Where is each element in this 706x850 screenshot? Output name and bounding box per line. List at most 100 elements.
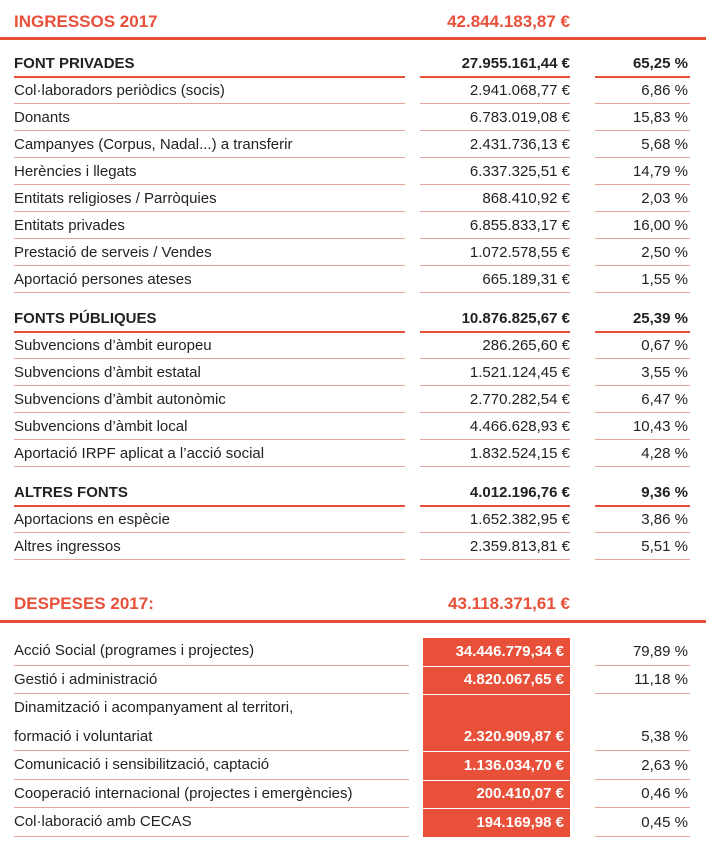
header-rule	[0, 37, 706, 40]
rule	[420, 385, 570, 386]
rule	[14, 238, 405, 239]
rule	[14, 505, 405, 507]
rule	[14, 532, 405, 533]
row-label: Col·laboració amb CECAS	[14, 813, 192, 830]
section-total: 42.844.183,87 €	[447, 12, 570, 31]
rule	[420, 412, 570, 413]
row-percent: 4,28 %	[641, 445, 688, 462]
amount-box	[423, 638, 570, 666]
row-amount: 2.359.813,81 €	[469, 538, 570, 555]
rule	[595, 505, 690, 507]
rule	[14, 358, 405, 359]
row-amount: 200.410,07 €	[476, 785, 564, 802]
rule	[420, 292, 570, 293]
rule	[595, 835, 690, 837]
row-amount: 1.072.578,55 €	[469, 244, 570, 261]
row-percent: 3,86 %	[641, 511, 688, 528]
row-label: Entitats privades	[14, 217, 125, 234]
row-percent: 6,86 %	[641, 82, 688, 99]
rule	[420, 358, 570, 359]
rule	[420, 103, 570, 104]
row-amount: 2.770.282,54 €	[469, 391, 570, 408]
rule	[595, 184, 690, 185]
row-label: Col·laboradors periòdics (socis)	[14, 82, 225, 99]
rule	[595, 807, 690, 808]
rule	[595, 439, 690, 440]
rule	[14, 439, 405, 440]
rule	[595, 412, 690, 413]
row-amount: 2.320.909,87 €	[463, 728, 564, 745]
row-amount: 1.521.124,45 €	[469, 364, 570, 381]
rule	[14, 466, 405, 467]
row-amount: 665.189,31 €	[482, 271, 570, 288]
row-percent: 3,55 %	[641, 364, 688, 381]
group-percent: 9,36 %	[641, 484, 688, 501]
header-rule	[0, 620, 706, 623]
amount-box	[423, 666, 570, 694]
rule	[14, 184, 405, 185]
row-amount: 2.431.736,13 €	[469, 136, 570, 153]
rule	[14, 103, 405, 104]
row-amount: 6.783.019,08 €	[469, 109, 570, 126]
rule	[14, 130, 405, 131]
row-label: Aportació IRPF aplicat a l’acció social	[14, 445, 265, 462]
rule	[595, 211, 690, 212]
row-label: Subvencions d’àmbit europeu	[14, 337, 212, 354]
rule	[595, 693, 690, 694]
rule	[14, 778, 409, 780]
row-amount: 6.337.325,51 €	[469, 163, 570, 180]
rule	[14, 807, 409, 808]
rule	[595, 265, 690, 266]
amount-box	[423, 752, 570, 780]
row-label: formació i voluntariat	[14, 727, 153, 745]
row-amount: 286.265,60 €	[482, 337, 570, 354]
section-title: DESPESES 2017:	[14, 594, 154, 613]
group-percent: 25,39 %	[632, 310, 688, 327]
rule	[14, 835, 409, 837]
rule	[420, 439, 570, 440]
rule	[595, 103, 690, 104]
rule	[420, 184, 570, 185]
row-amount: 6.855.833,17 €	[469, 217, 570, 234]
row-label: Aportacions en espècie	[14, 511, 170, 528]
rule	[595, 664, 690, 666]
rule	[420, 157, 570, 158]
rule	[420, 211, 570, 212]
rule	[14, 412, 405, 413]
row-percent: 0,46 %	[641, 785, 688, 802]
row-percent: 5,68 %	[641, 136, 688, 153]
rule	[595, 130, 690, 131]
row-percent: 0,45 %	[641, 813, 688, 831]
group-name: FONT PRIVADES	[14, 55, 135, 72]
row-label: Entitats religioses / Parròquies	[14, 190, 217, 207]
rule	[14, 331, 405, 333]
rule	[14, 292, 405, 293]
rule	[420, 559, 570, 560]
row-label: Subvencions d’àmbit autonòmic	[14, 391, 226, 408]
row-label: Herències i llegats	[14, 163, 137, 180]
rule	[420, 76, 570, 78]
row-label: Subvencions d’àmbit estatal	[14, 364, 201, 381]
rule	[595, 466, 690, 467]
rule	[420, 130, 570, 131]
row-label: Dinamització i acompanyament al territor…	[14, 699, 294, 716]
rule	[420, 265, 570, 266]
rule	[14, 211, 405, 212]
row-amount: 1.652.382,95 €	[469, 511, 570, 528]
row-percent: 2,03 %	[641, 190, 688, 207]
rule	[14, 559, 405, 560]
rule	[595, 76, 690, 78]
section-title: INGRESSOS 2017	[14, 12, 158, 31]
row-amount: 194.169,98 €	[476, 813, 564, 831]
rule	[595, 238, 690, 239]
row-percent: 10,43 %	[632, 418, 688, 435]
amount-box	[423, 695, 570, 751]
row-amount: 34.446.779,34 €	[455, 642, 564, 660]
rule	[14, 750, 409, 751]
row-amount: 2.941.068,77 €	[469, 82, 570, 99]
rule	[14, 265, 405, 266]
rule	[595, 292, 690, 293]
row-label: Acció Social (programes i projectes)	[14, 642, 255, 659]
row-label: Subvencions d’àmbit local	[14, 418, 188, 435]
